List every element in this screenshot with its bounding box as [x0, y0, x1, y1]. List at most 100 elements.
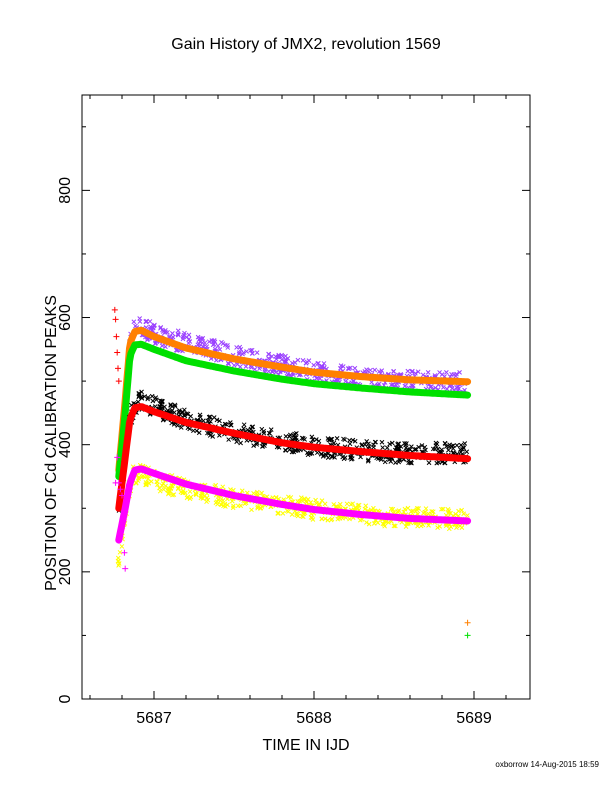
data-point	[303, 360, 309, 366]
data-point	[266, 356, 271, 361]
data-point	[457, 370, 462, 375]
data-point	[433, 385, 438, 391]
data-point	[322, 365, 327, 370]
data-point	[177, 408, 182, 413]
data-point	[449, 371, 454, 377]
data-point	[453, 511, 459, 517]
data-point	[181, 332, 187, 338]
data-point	[412, 447, 418, 452]
data-point	[292, 434, 297, 440]
data-point	[225, 502, 230, 508]
data-point	[115, 558, 121, 564]
data-point	[459, 507, 465, 513]
data-point	[421, 510, 426, 516]
data-point	[418, 523, 424, 529]
data-point	[344, 501, 350, 507]
data-point	[147, 319, 153, 324]
data-point	[152, 404, 158, 409]
data-point	[122, 565, 129, 572]
data-point	[310, 437, 316, 443]
data-point	[388, 382, 394, 388]
data-point	[269, 353, 275, 359]
data-point	[255, 504, 261, 510]
data-point	[334, 436, 340, 441]
data-point	[419, 443, 425, 448]
data-point	[347, 441, 353, 447]
data-point	[115, 479, 122, 486]
data-point	[251, 490, 256, 496]
data-point	[205, 430, 210, 436]
data-point	[111, 306, 118, 313]
data-point	[171, 492, 177, 497]
data-point	[280, 510, 286, 516]
data-point	[210, 434, 216, 439]
data-point	[464, 632, 471, 639]
data-point	[329, 453, 335, 459]
data-point	[244, 349, 249, 354]
data-point	[457, 447, 463, 452]
data-point	[325, 517, 331, 523]
data-point	[240, 351, 245, 357]
data-point	[241, 422, 247, 428]
data-point	[439, 506, 444, 512]
data-point	[393, 382, 399, 388]
data-point	[454, 525, 459, 531]
data-point	[321, 361, 327, 366]
data-point	[206, 339, 212, 345]
data-point	[426, 460, 432, 466]
data-point	[363, 503, 369, 509]
data-point	[182, 490, 188, 496]
data-point	[314, 500, 319, 506]
data-point	[372, 439, 378, 445]
data-point	[365, 458, 371, 464]
data-point	[213, 482, 219, 488]
data-point	[119, 492, 125, 499]
data-point	[347, 516, 352, 522]
data-point	[316, 438, 322, 444]
data-point	[222, 501, 228, 507]
data-point	[266, 351, 271, 357]
data-point	[371, 521, 377, 526]
data-point	[116, 561, 122, 566]
data-point	[239, 488, 245, 494]
data-point	[315, 360, 321, 366]
data-point	[410, 383, 416, 389]
data-point	[355, 505, 361, 511]
data-point	[461, 511, 467, 517]
data-point	[294, 510, 300, 516]
data-point	[319, 363, 325, 369]
data-point	[387, 441, 393, 447]
data-point	[186, 332, 192, 338]
data-point	[211, 415, 217, 420]
data-point	[295, 499, 301, 504]
data-point	[332, 455, 337, 460]
data-point	[202, 340, 208, 346]
data-point	[153, 395, 159, 401]
data-point	[302, 497, 308, 502]
data-point	[229, 498, 235, 504]
data-point	[340, 364, 346, 369]
data-point	[414, 505, 420, 511]
data-point	[321, 452, 327, 458]
data-point	[165, 329, 170, 335]
data-point	[309, 515, 315, 521]
data-point	[143, 482, 148, 488]
data-point	[427, 384, 433, 390]
data-point	[362, 506, 368, 512]
data-point	[234, 439, 240, 445]
data-point	[348, 454, 354, 460]
data-point	[217, 418, 222, 424]
data-point	[145, 396, 151, 402]
data-point	[146, 480, 152, 486]
data-point	[409, 383, 415, 388]
data-point	[174, 348, 180, 353]
data-point	[135, 399, 141, 405]
data-point	[317, 364, 322, 370]
data-point	[425, 370, 431, 375]
data-point	[254, 492, 260, 497]
data-point	[205, 418, 211, 424]
data-point	[294, 431, 299, 436]
data-point	[120, 517, 127, 524]
data-point	[283, 447, 288, 453]
data-point	[372, 367, 378, 373]
